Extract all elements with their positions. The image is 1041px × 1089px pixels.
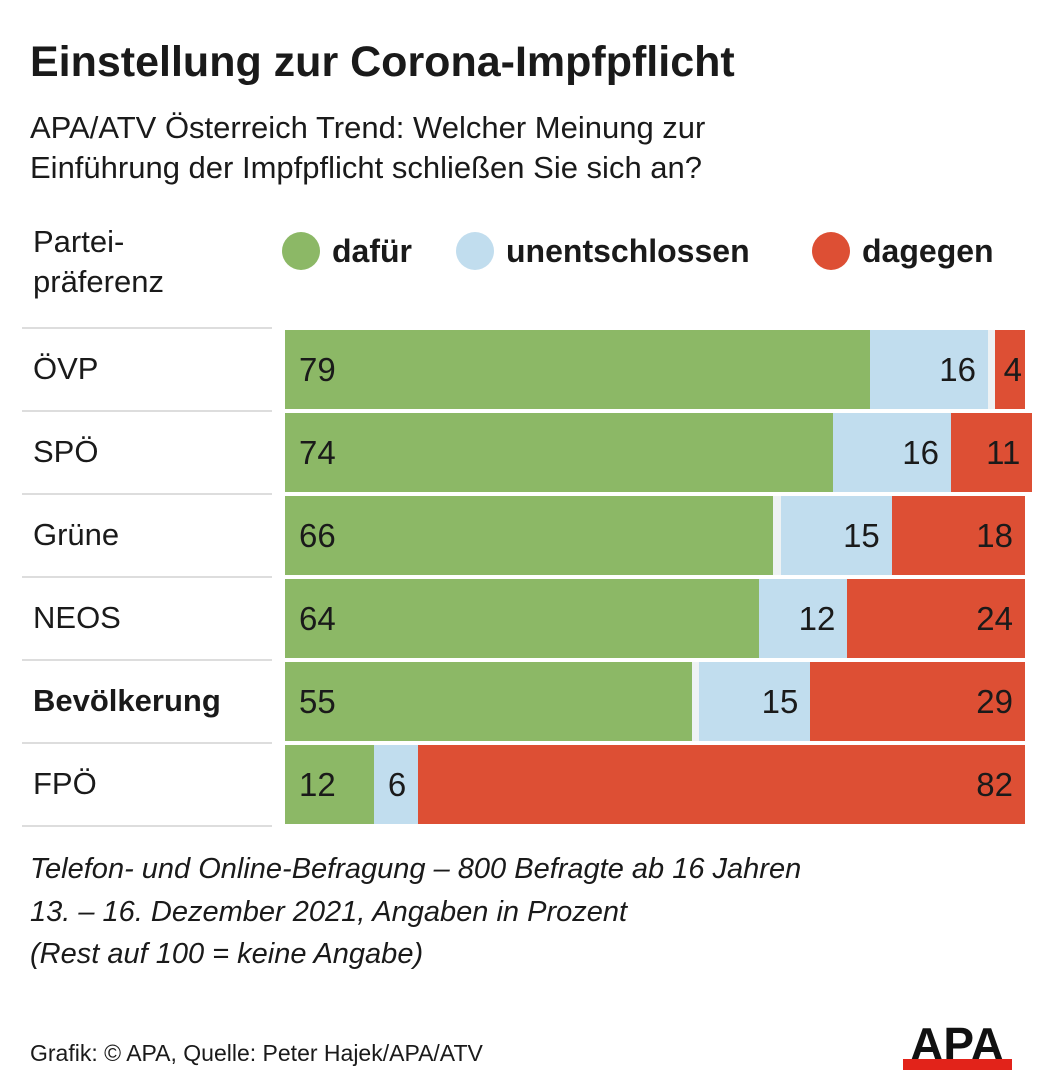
data-label: 55 [299, 682, 336, 720]
legend-dot-icon [456, 232, 494, 270]
bar-segment-keine-angabe [988, 330, 996, 409]
subtitle-line-2: Einführung der Impfpflicht schließen Sie… [30, 150, 703, 185]
credit: Grafik: © APA, Quelle: Peter Hajek/APA/A… [30, 1040, 483, 1066]
legend-item-dagegen: dagegen [812, 232, 994, 270]
data-label: 12 [299, 765, 336, 803]
bar-segment-keine-angabe [773, 496, 781, 575]
bar-segment-unentschlossen: 6 [373, 745, 419, 824]
bar-segment-unentschlossen: 15 [780, 496, 892, 575]
bar-segment-dagegen: 24 [847, 579, 1025, 658]
data-label: 64 [299, 599, 336, 637]
row-divider [22, 576, 272, 578]
row-header-line-1: Partei- [33, 224, 125, 259]
bar-segment-dagegen: 4 [995, 330, 1025, 409]
data-label: 24 [976, 599, 1013, 637]
legend-label: dagegen [862, 232, 994, 269]
row-divider [22, 327, 272, 329]
data-label: 11 [986, 433, 1021, 471]
bar-segment-dafür: 66 [285, 496, 774, 575]
legend-dot-icon [812, 232, 850, 270]
bar-segment-unentschlossen: 15 [699, 662, 811, 741]
category-label: ÖVP [33, 351, 99, 386]
category-label: NEOS [33, 600, 121, 635]
bar-segment-dafür: 64 [285, 579, 759, 658]
category-label: SPÖ [33, 434, 99, 469]
row-header: Partei- präferenz [33, 222, 164, 302]
data-label: 12 [798, 599, 836, 637]
bar-segment-dafür: 12 [285, 745, 374, 824]
data-label: 74 [299, 433, 336, 471]
row-divider [22, 742, 272, 744]
row-divider [22, 659, 272, 661]
note-line-1: Telefon- und Online-Befragung – 800 Befr… [30, 853, 802, 885]
row-divider [22, 493, 272, 495]
data-label: 66 [299, 516, 336, 554]
data-label: 79 [299, 350, 336, 388]
note-line-3: (Rest auf 100 = keine Angabe) [30, 938, 424, 970]
apa-logo: APA [903, 1022, 1012, 1070]
legend-dot-icon [282, 232, 320, 270]
data-label: 15 [761, 682, 799, 720]
legend-item-dafuer: dafür [282, 232, 412, 270]
bar-segment-dagegen: 11 [951, 413, 1033, 492]
chart-title: Einstellung zur Corona-Impfpflicht [30, 38, 735, 86]
legend-item-unentschlossen: unentschlossen [456, 232, 750, 270]
category-label: Grüne [33, 517, 120, 552]
legend-label: dafür [332, 232, 412, 269]
row-divider [22, 825, 272, 827]
bar-segment-unentschlossen: 12 [758, 579, 848, 658]
bar-segment-unentschlossen: 16 [832, 413, 951, 492]
bar-segment-dagegen: 29 [810, 662, 1025, 741]
bar-segment-dagegen: 18 [891, 496, 1025, 575]
legend-label: unentschlossen [506, 232, 750, 269]
bar-segment-dagegen: 82 [418, 745, 1025, 824]
subtitle-line-1: APA/ATV Österreich Trend: Welcher Meinun… [30, 110, 706, 145]
data-label: 18 [976, 516, 1013, 554]
data-label: 82 [976, 765, 1013, 803]
bar-segment-dafür: 55 [285, 662, 692, 741]
note-line-2: 13. – 16. Dezember 2021, Angaben in Proz… [30, 896, 628, 928]
category-label: Bevölkerung [33, 683, 221, 718]
row-divider [22, 410, 272, 412]
data-label: 15 [843, 516, 880, 554]
category-label: FPÖ [33, 766, 97, 801]
data-label: 16 [939, 350, 976, 388]
bar-segment-unentschlossen: 16 [869, 330, 988, 409]
bar-segment-dafür: 74 [285, 413, 833, 492]
row-header-line-2: präferenz [33, 264, 164, 299]
data-label: 16 [902, 433, 939, 471]
bar-segment-keine-angabe [692, 662, 700, 741]
data-label: 29 [976, 682, 1013, 720]
bar-segment-dafür: 79 [285, 330, 870, 409]
data-label: 6 [387, 765, 407, 803]
data-label: 4 [1003, 350, 1022, 388]
